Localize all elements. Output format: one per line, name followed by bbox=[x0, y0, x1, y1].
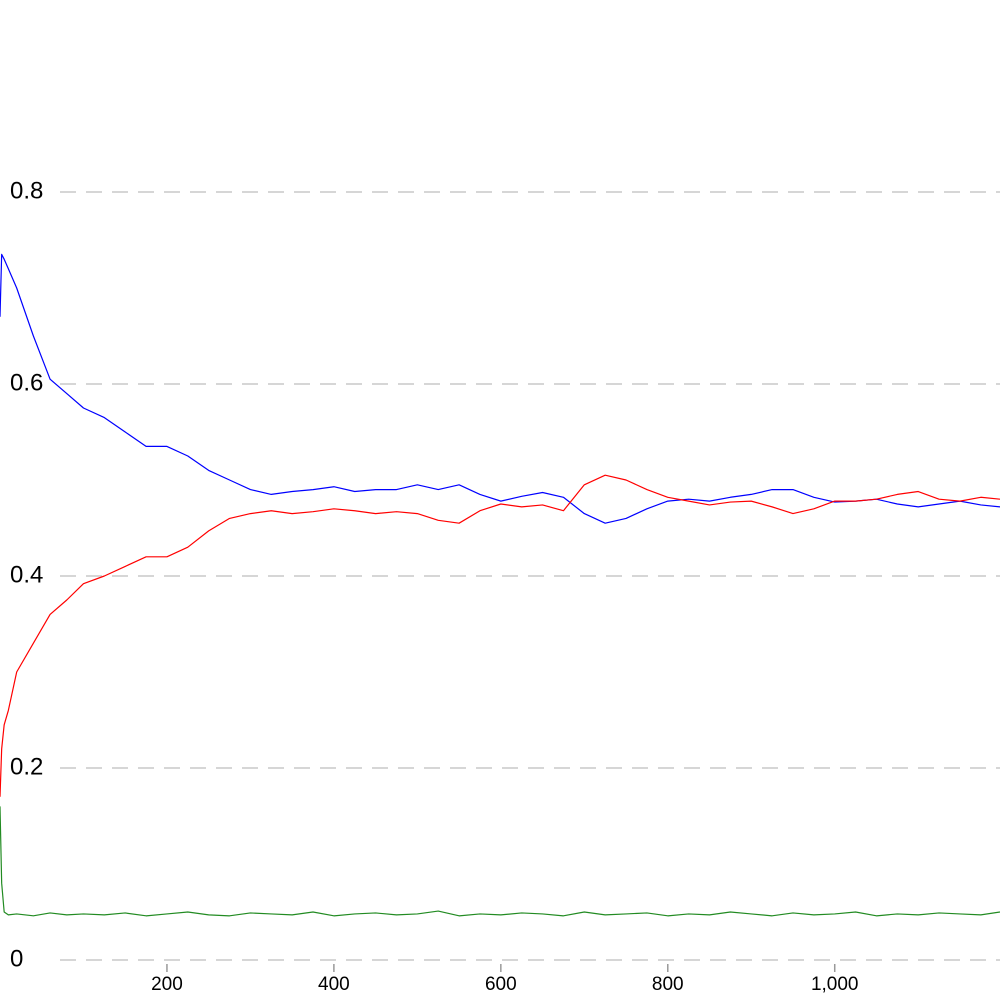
y-tick-label: 0.8 bbox=[10, 177, 43, 204]
y-tick-label: 0.6 bbox=[10, 369, 43, 396]
series-line bbox=[0, 474, 1000, 797]
y-tick-label: 0 bbox=[10, 945, 23, 972]
x-tick-label: 400 bbox=[318, 974, 350, 995]
series-line bbox=[0, 806, 1000, 917]
x-tick-label: 200 bbox=[151, 974, 183, 995]
y-tick-label: 0.4 bbox=[10, 561, 43, 588]
x-tick-label: 800 bbox=[652, 974, 684, 995]
y-tick-label: 0.2 bbox=[10, 753, 43, 780]
x-tick-label: 600 bbox=[485, 974, 517, 995]
x-tick-label: 1,000 bbox=[811, 974, 859, 995]
series-line bbox=[0, 253, 1000, 524]
